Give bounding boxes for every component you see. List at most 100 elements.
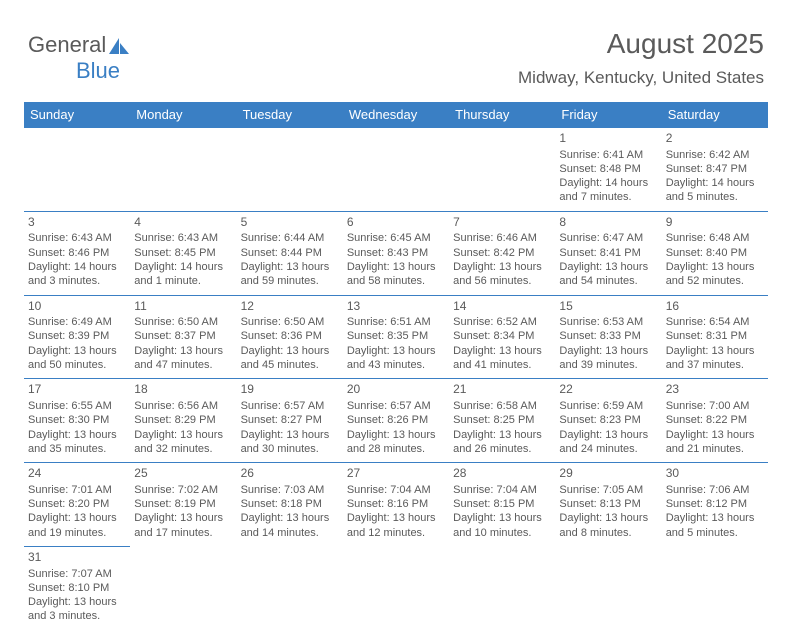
sunset-line: Sunset: 8:35 PM	[347, 329, 445, 343]
sunset-line: Sunset: 8:18 PM	[241, 497, 339, 511]
sunrise-line: Sunrise: 6:57 AM	[347, 399, 445, 413]
sunset-line: Sunset: 8:13 PM	[559, 497, 657, 511]
day-number: 20	[347, 382, 445, 398]
calendar-empty	[343, 128, 449, 212]
sunset-line: Sunset: 8:41 PM	[559, 246, 657, 260]
sunrise-line: Sunrise: 7:07 AM	[28, 567, 126, 581]
day-number: 14	[453, 299, 551, 315]
sunrise-line: Sunrise: 7:05 AM	[559, 483, 657, 497]
day-number: 17	[28, 382, 126, 398]
daylight-line: Daylight: 14 hours and 3 minutes.	[28, 260, 126, 289]
calendar-day: 24Sunrise: 7:01 AMSunset: 8:20 PMDayligh…	[24, 463, 130, 547]
calendar-day: 13Sunrise: 6:51 AMSunset: 8:35 PMDayligh…	[343, 295, 449, 379]
calendar-table: SundayMondayTuesdayWednesdayThursdayFrid…	[24, 102, 768, 630]
sunset-line: Sunset: 8:37 PM	[134, 329, 232, 343]
sunset-line: Sunset: 8:48 PM	[559, 162, 657, 176]
daylight-line: Daylight: 13 hours and 56 minutes.	[453, 260, 551, 289]
weekday-header: Friday	[555, 102, 661, 128]
sunrise-line: Sunrise: 6:50 AM	[241, 315, 339, 329]
sunset-line: Sunset: 8:47 PM	[666, 162, 764, 176]
page-title: August 2025	[607, 28, 764, 60]
day-number: 3	[28, 215, 126, 231]
sunset-line: Sunset: 8:25 PM	[453, 413, 551, 427]
daylight-line: Daylight: 13 hours and 12 minutes.	[347, 511, 445, 540]
weekday-header: Monday	[130, 102, 236, 128]
calendar-head: SundayMondayTuesdayWednesdayThursdayFrid…	[24, 102, 768, 128]
calendar-day: 29Sunrise: 7:05 AMSunset: 8:13 PMDayligh…	[555, 463, 661, 547]
sunrise-line: Sunrise: 6:45 AM	[347, 231, 445, 245]
header: GeneralBlue August 2025 Midway, Kentucky…	[24, 28, 768, 98]
sunrise-line: Sunrise: 6:48 AM	[666, 231, 764, 245]
daylight-line: Daylight: 13 hours and 41 minutes.	[453, 344, 551, 373]
calendar-day: 31Sunrise: 7:07 AMSunset: 8:10 PMDayligh…	[24, 546, 130, 629]
daylight-line: Daylight: 14 hours and 7 minutes.	[559, 176, 657, 205]
day-number: 5	[241, 215, 339, 231]
calendar-day: 3Sunrise: 6:43 AMSunset: 8:46 PMDaylight…	[24, 211, 130, 295]
sunrise-line: Sunrise: 6:57 AM	[241, 399, 339, 413]
calendar-week: 31Sunrise: 7:07 AMSunset: 8:10 PMDayligh…	[24, 546, 768, 629]
sunset-line: Sunset: 8:33 PM	[559, 329, 657, 343]
calendar-week: 24Sunrise: 7:01 AMSunset: 8:20 PMDayligh…	[24, 463, 768, 547]
day-number: 18	[134, 382, 232, 398]
calendar-day: 15Sunrise: 6:53 AMSunset: 8:33 PMDayligh…	[555, 295, 661, 379]
calendar-day: 18Sunrise: 6:56 AMSunset: 8:29 PMDayligh…	[130, 379, 236, 463]
calendar-empty	[130, 546, 236, 629]
day-number: 29	[559, 466, 657, 482]
calendar-day: 14Sunrise: 6:52 AMSunset: 8:34 PMDayligh…	[449, 295, 555, 379]
logo: GeneralBlue	[28, 32, 130, 84]
daylight-line: Daylight: 13 hours and 14 minutes.	[241, 511, 339, 540]
weekday-header: Sunday	[24, 102, 130, 128]
day-number: 7	[453, 215, 551, 231]
sunrise-line: Sunrise: 6:44 AM	[241, 231, 339, 245]
calendar-day: 5Sunrise: 6:44 AMSunset: 8:44 PMDaylight…	[237, 211, 343, 295]
daylight-line: Daylight: 14 hours and 5 minutes.	[666, 176, 764, 205]
calendar-body: 1Sunrise: 6:41 AMSunset: 8:48 PMDaylight…	[24, 128, 768, 630]
day-number: 10	[28, 299, 126, 315]
sunrise-line: Sunrise: 6:46 AM	[453, 231, 551, 245]
logo-text-1: General	[28, 32, 106, 57]
logo-text-2: Blue	[76, 58, 120, 83]
calendar-week: 17Sunrise: 6:55 AMSunset: 8:30 PMDayligh…	[24, 379, 768, 463]
sunset-line: Sunset: 8:39 PM	[28, 329, 126, 343]
sunrise-line: Sunrise: 6:53 AM	[559, 315, 657, 329]
sunset-line: Sunset: 8:34 PM	[453, 329, 551, 343]
sunset-line: Sunset: 8:42 PM	[453, 246, 551, 260]
sunset-line: Sunset: 8:19 PM	[134, 497, 232, 511]
calendar-empty	[449, 128, 555, 212]
sunrise-line: Sunrise: 6:42 AM	[666, 148, 764, 162]
day-number: 11	[134, 299, 232, 315]
day-number: 27	[347, 466, 445, 482]
day-number: 9	[666, 215, 764, 231]
sunrise-line: Sunrise: 6:54 AM	[666, 315, 764, 329]
calendar-day: 12Sunrise: 6:50 AMSunset: 8:36 PMDayligh…	[237, 295, 343, 379]
calendar-empty	[24, 128, 130, 212]
calendar-day: 19Sunrise: 6:57 AMSunset: 8:27 PMDayligh…	[237, 379, 343, 463]
daylight-line: Daylight: 13 hours and 28 minutes.	[347, 428, 445, 457]
sunrise-line: Sunrise: 6:47 AM	[559, 231, 657, 245]
sunrise-line: Sunrise: 6:49 AM	[28, 315, 126, 329]
day-number: 25	[134, 466, 232, 482]
weekday-header: Tuesday	[237, 102, 343, 128]
sunrise-line: Sunrise: 6:41 AM	[559, 148, 657, 162]
sunrise-line: Sunrise: 7:06 AM	[666, 483, 764, 497]
calendar-empty	[237, 546, 343, 629]
day-number: 16	[666, 299, 764, 315]
daylight-line: Daylight: 13 hours and 10 minutes.	[453, 511, 551, 540]
sunset-line: Sunset: 8:31 PM	[666, 329, 764, 343]
daylight-line: Daylight: 13 hours and 59 minutes.	[241, 260, 339, 289]
day-number: 8	[559, 215, 657, 231]
sunrise-line: Sunrise: 7:03 AM	[241, 483, 339, 497]
daylight-line: Daylight: 13 hours and 5 minutes.	[666, 511, 764, 540]
day-number: 24	[28, 466, 126, 482]
sunset-line: Sunset: 8:10 PM	[28, 581, 126, 595]
calendar-day: 20Sunrise: 6:57 AMSunset: 8:26 PMDayligh…	[343, 379, 449, 463]
sunrise-line: Sunrise: 7:02 AM	[134, 483, 232, 497]
daylight-line: Daylight: 13 hours and 54 minutes.	[559, 260, 657, 289]
sunset-line: Sunset: 8:40 PM	[666, 246, 764, 260]
daylight-line: Daylight: 13 hours and 50 minutes.	[28, 344, 126, 373]
weekday-header: Wednesday	[343, 102, 449, 128]
weekday-header: Thursday	[449, 102, 555, 128]
daylight-line: Daylight: 13 hours and 47 minutes.	[134, 344, 232, 373]
sunrise-line: Sunrise: 7:00 AM	[666, 399, 764, 413]
daylight-line: Daylight: 13 hours and 21 minutes.	[666, 428, 764, 457]
